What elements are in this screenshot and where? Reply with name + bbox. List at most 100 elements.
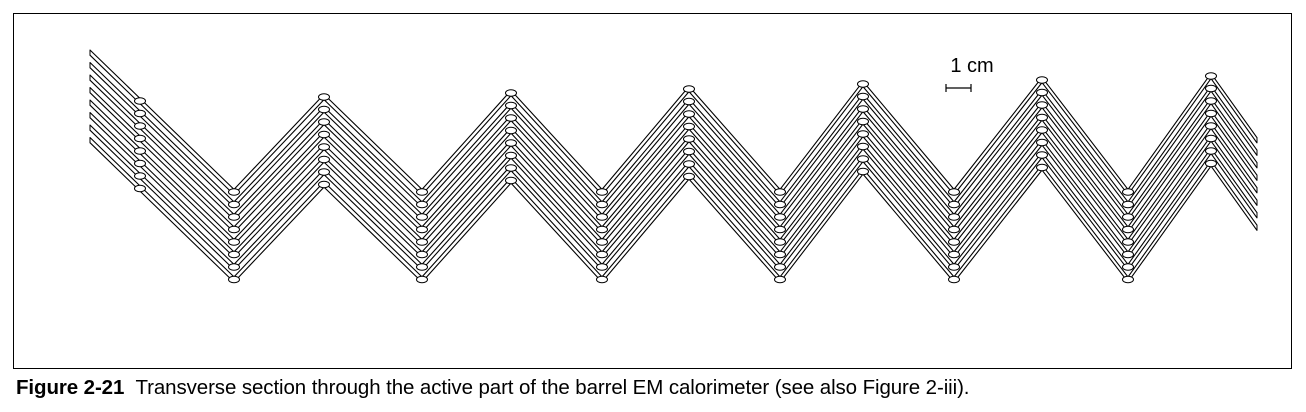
layer-bend-peak xyxy=(1205,109,1217,118)
layer-bend-valley xyxy=(416,238,428,246)
layer-bend-peak xyxy=(683,147,695,156)
layer-bend-peak xyxy=(1205,84,1217,93)
layer-bend-peak xyxy=(505,126,517,135)
layer-bend-peak xyxy=(134,122,146,130)
layer-bend-peak xyxy=(683,85,695,93)
layer-bend-peak xyxy=(1205,122,1217,130)
layer-bend-peak xyxy=(134,159,146,168)
layer-bend-peak xyxy=(683,135,695,143)
layer-bend-valley xyxy=(948,238,960,246)
layer-bend-peak xyxy=(134,97,146,105)
layer-bend-valley xyxy=(228,200,240,209)
accordion-diagram: 1 cm xyxy=(89,49,1258,284)
layer-bend-valley xyxy=(1122,263,1134,271)
layer-bend-valley xyxy=(1122,238,1134,246)
layer-bend-peak xyxy=(134,147,146,155)
layer-bend-peak xyxy=(1036,138,1048,147)
layer-bend-peak xyxy=(505,176,517,185)
layer-bend-valley xyxy=(596,275,608,284)
layer-bend-valley xyxy=(1122,275,1134,284)
layer-bend-valley xyxy=(1122,200,1134,209)
layer-bend-peak xyxy=(1205,72,1217,80)
layer-bend-peak xyxy=(1036,76,1048,84)
layer-bend-valley xyxy=(228,213,240,221)
layer-bend-valley xyxy=(774,238,786,246)
layer-bend-peak xyxy=(505,101,517,110)
layer-bend-valley xyxy=(596,188,608,196)
layer-bend-valley xyxy=(416,250,428,259)
figure-caption: Figure 2-21 Transverse section through t… xyxy=(16,376,970,400)
layer-bend-peak xyxy=(505,89,517,97)
layer-bend-peak xyxy=(505,164,517,172)
layer-bend-valley xyxy=(228,250,240,259)
layer-bend-peak xyxy=(318,93,330,101)
layer-bend-peak xyxy=(1036,113,1048,122)
layer-bend-valley xyxy=(228,188,240,196)
layer-bend-peak xyxy=(857,80,869,88)
layer-bend-valley xyxy=(416,213,428,221)
layer-bend-peak xyxy=(134,134,146,143)
layer-bend-valley xyxy=(774,225,786,234)
layer-bend-peak xyxy=(683,160,695,168)
layer-bend-valley xyxy=(774,188,786,196)
layer-bend-peak xyxy=(318,155,330,164)
layer-bend-peak xyxy=(857,130,869,138)
layer-bend-peak xyxy=(505,114,517,122)
layer-bend-peak xyxy=(505,151,517,160)
layer-bend-valley xyxy=(948,200,960,209)
layer-bend-valley xyxy=(948,263,960,271)
layer-bend-valley xyxy=(774,200,786,209)
layer-bend-peak xyxy=(857,117,869,126)
layer-bend-valley xyxy=(228,275,240,284)
layer-bend-valley xyxy=(948,225,960,234)
layer-bend-valley xyxy=(228,225,240,234)
layer-bend-valley xyxy=(1122,250,1134,259)
layer-bend-valley xyxy=(948,250,960,259)
layer-bend-peak xyxy=(857,105,869,113)
layer-bend-valley xyxy=(1122,225,1134,234)
layer-bend-peak xyxy=(318,168,330,176)
layer-bend-valley xyxy=(228,263,240,271)
layer-bend-valley xyxy=(1122,213,1134,221)
layer-bend-valley xyxy=(596,213,608,221)
layer-bend-peak xyxy=(857,155,869,163)
figure-caption-text: Transverse section through the active pa… xyxy=(135,376,970,399)
scale-bar-label: 1 cm xyxy=(950,55,993,77)
scale-bar: 1 cm xyxy=(945,55,994,92)
layer-bend-peak xyxy=(683,172,695,181)
layer-bend-valley xyxy=(416,200,428,209)
layer-bend-peak xyxy=(1205,159,1217,168)
layer-bend-peak xyxy=(318,143,330,151)
accordion-absorber-layers xyxy=(89,49,1258,284)
layer-bend-valley xyxy=(596,225,608,234)
layer-bend-peak xyxy=(857,167,869,176)
figure-label: Figure 2-21 xyxy=(16,376,125,399)
layer-bend-peak xyxy=(318,130,330,139)
layer-bend-valley xyxy=(948,188,960,196)
layer-bend-valley xyxy=(596,200,608,209)
layer-bend-valley xyxy=(948,213,960,221)
layer-bend-peak xyxy=(1205,97,1217,105)
layer-bend-peak xyxy=(683,97,695,106)
layer-bend-valley xyxy=(416,263,428,271)
layer-bend-valley xyxy=(416,275,428,284)
layer-bend-peak xyxy=(134,109,146,118)
layer-bend-peak xyxy=(134,172,146,180)
layer-bend-valley xyxy=(596,250,608,259)
layer-bend-valley xyxy=(774,275,786,284)
layer-bend-valley xyxy=(774,263,786,271)
layer-bend-peak xyxy=(857,92,869,101)
layer-bend-valley xyxy=(948,275,960,284)
layer-bend-valley xyxy=(596,238,608,246)
layer-bend-peak xyxy=(505,139,517,147)
layer-bend-peak xyxy=(1036,101,1048,109)
layer-bend-peak xyxy=(318,105,330,114)
layer-bend-valley xyxy=(416,188,428,196)
layer-bend-peak xyxy=(318,118,330,126)
layer-bend-peak xyxy=(683,110,695,118)
layer-bend-peak xyxy=(318,180,330,189)
layer-bend-peak xyxy=(134,184,146,193)
layer-bend-valley xyxy=(416,225,428,234)
layer-bend-peak xyxy=(1036,163,1048,172)
layer-bend-peak xyxy=(1205,134,1217,143)
